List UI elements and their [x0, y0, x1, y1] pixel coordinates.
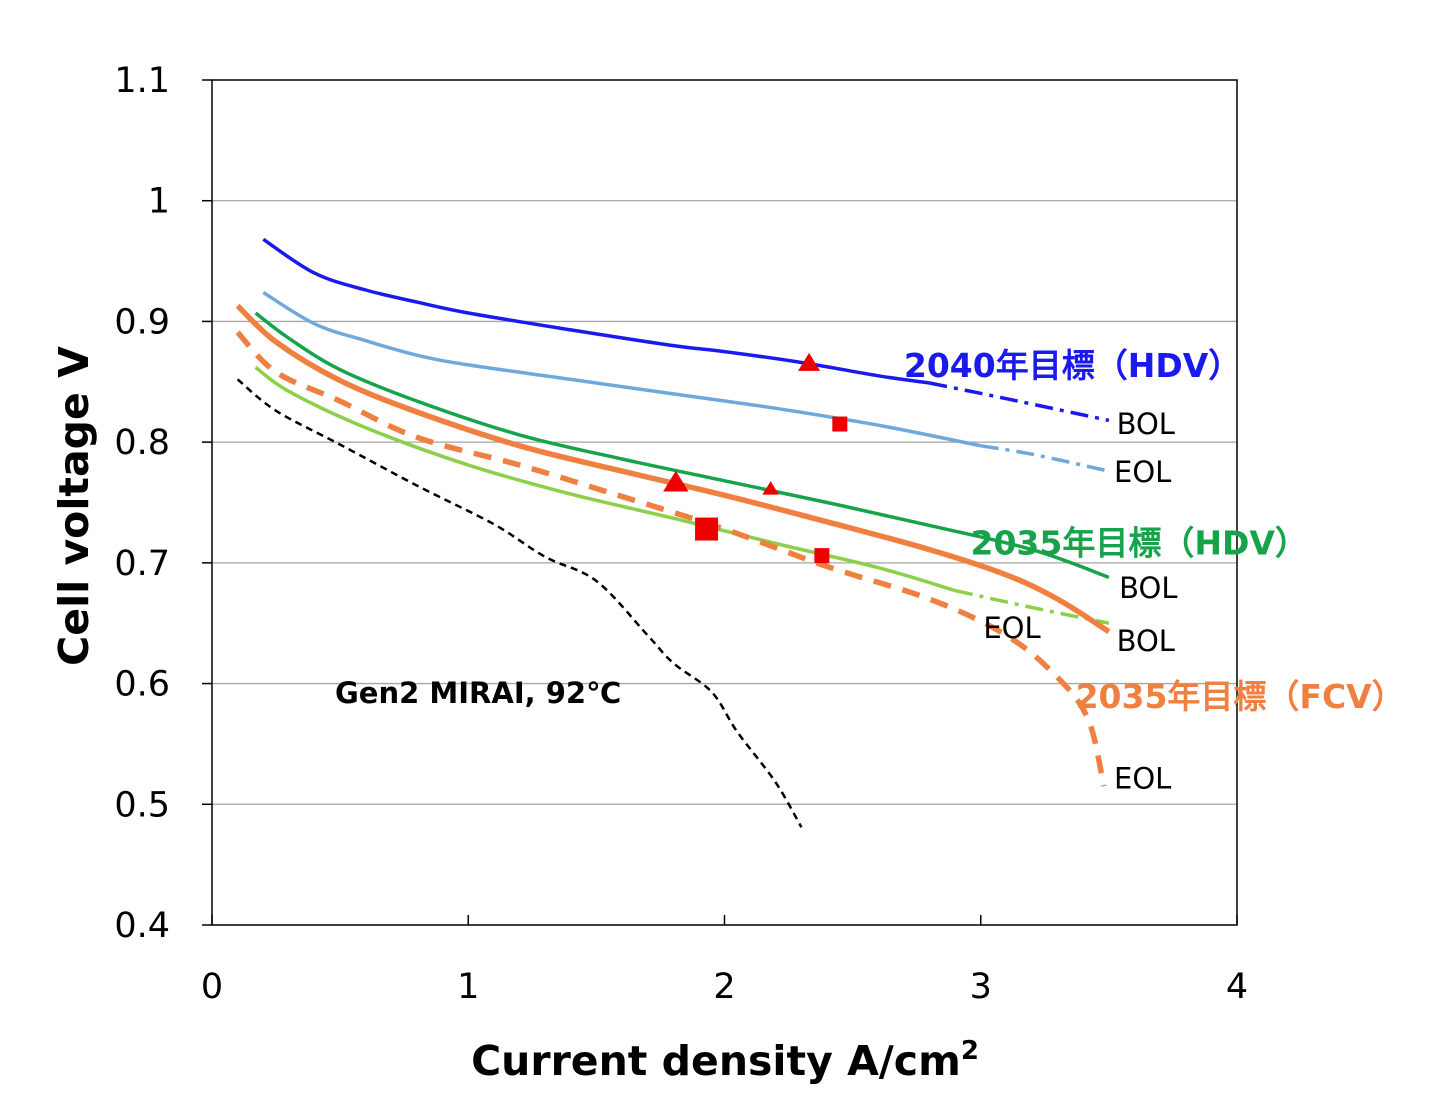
- series-line-1: [929, 381, 1110, 423]
- series-line-5: [254, 365, 956, 593]
- y-tick-label-6: 1: [148, 182, 170, 222]
- marker-triangle-2: [663, 470, 689, 492]
- data-markers: [663, 352, 848, 564]
- y-tick-label-3: 0.7: [114, 544, 170, 584]
- y-tick-label-1: 0.5: [114, 785, 170, 825]
- x-tick-label-0: 0: [201, 967, 223, 1007]
- marker-square-1: [832, 416, 848, 432]
- marker-square-4: [695, 517, 719, 541]
- annotation-eol2040: EOL: [1114, 455, 1171, 489]
- annotation-bol2040: BOL: [1117, 407, 1175, 441]
- x-tick-label-4: 4: [1226, 967, 1248, 1007]
- y-tick-label-2: 0.6: [114, 665, 170, 705]
- y-tick-label-4: 0.8: [114, 423, 170, 463]
- gridlines: [212, 200, 1237, 805]
- series-line-3: [980, 444, 1110, 473]
- y-tick-label-0: 0.4: [114, 906, 170, 946]
- y-axis-title: Cell voltage V: [50, 346, 98, 666]
- series-line-4: [254, 311, 1110, 579]
- annotation-a2035hdv: 2035年目標（HDV）: [971, 524, 1308, 563]
- marker-triangle-3: [762, 481, 779, 495]
- annotation-bol2035hdv: BOL: [1119, 571, 1177, 605]
- series-line-9: [236, 378, 803, 828]
- x-tick-label-1: 1: [457, 967, 479, 1007]
- series-line-0: [262, 237, 930, 385]
- annotation-a2035fcv: 2035年目標（FCV）: [1076, 677, 1405, 716]
- y-tick-label-5: 0.9: [114, 302, 170, 342]
- annotation-mirai: Gen2 MIRAI, 92℃: [335, 676, 621, 710]
- series-line-6: [954, 588, 1110, 625]
- annotations: 2040年目標（HDV） BOL EOL 2035年目標（HDV） BOL EOL BOL 2…: [335, 346, 1405, 796]
- x-tick-label-3: 3: [970, 967, 992, 1007]
- axis-ticks: 0.4 0.5 0.6 0.7 0.8 0.9 1 1.1 0 1 2 3 4: [114, 61, 1248, 1007]
- series-line-7: [235, 303, 1111, 635]
- marker-square-5: [814, 548, 830, 564]
- x-tick-label-2: 2: [713, 967, 735, 1007]
- marker-triangle-0: [798, 352, 821, 371]
- annotation-bol2035fcv: BOL: [1117, 624, 1175, 658]
- annotation-a2040: 2040年目標（HDV）: [904, 346, 1241, 385]
- y-tick-label-7: 1.1: [114, 61, 170, 101]
- annotation-eol2035fcv: EOL: [1114, 762, 1171, 796]
- annotation-eol2035hdv: EOL: [983, 611, 1040, 645]
- x-axis-title: Current density A/cm2: [471, 1036, 979, 1085]
